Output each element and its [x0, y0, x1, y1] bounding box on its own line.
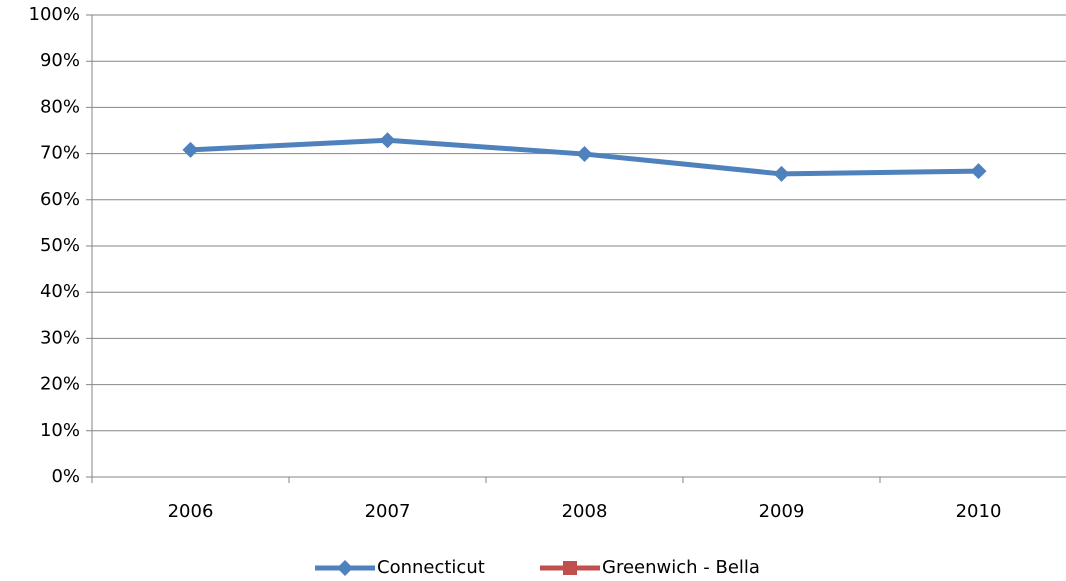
marker [970, 163, 987, 180]
y-tick-label: 30% [40, 327, 80, 348]
y-tick-label: 70% [40, 143, 80, 164]
marker [379, 132, 396, 149]
y-tick-label: 40% [40, 281, 80, 302]
marker [337, 560, 353, 576]
y-tick-label: 80% [40, 96, 80, 117]
marker [773, 165, 790, 182]
y-tick-label: 60% [40, 189, 80, 210]
x-tick-label: 2008 [562, 501, 608, 522]
marker [576, 146, 593, 163]
y-tick-label: 90% [40, 50, 80, 71]
legend-label: Greenwich - Bella [602, 557, 760, 578]
y-tick-label: 100% [29, 4, 80, 25]
y-tick-label: 0% [51, 466, 80, 487]
y-tick-label: 20% [40, 374, 80, 395]
y-tick-label: 50% [40, 235, 80, 256]
x-tick-label: 2006 [168, 501, 214, 522]
marker [182, 141, 199, 158]
legend-label: Connecticut [377, 557, 485, 578]
marker [563, 561, 577, 575]
y-tick-label: 10% [40, 420, 80, 441]
x-tick-label: 2009 [759, 501, 805, 522]
x-tick-label: 2007 [365, 501, 411, 522]
x-tick-label: 2010 [956, 501, 1002, 522]
